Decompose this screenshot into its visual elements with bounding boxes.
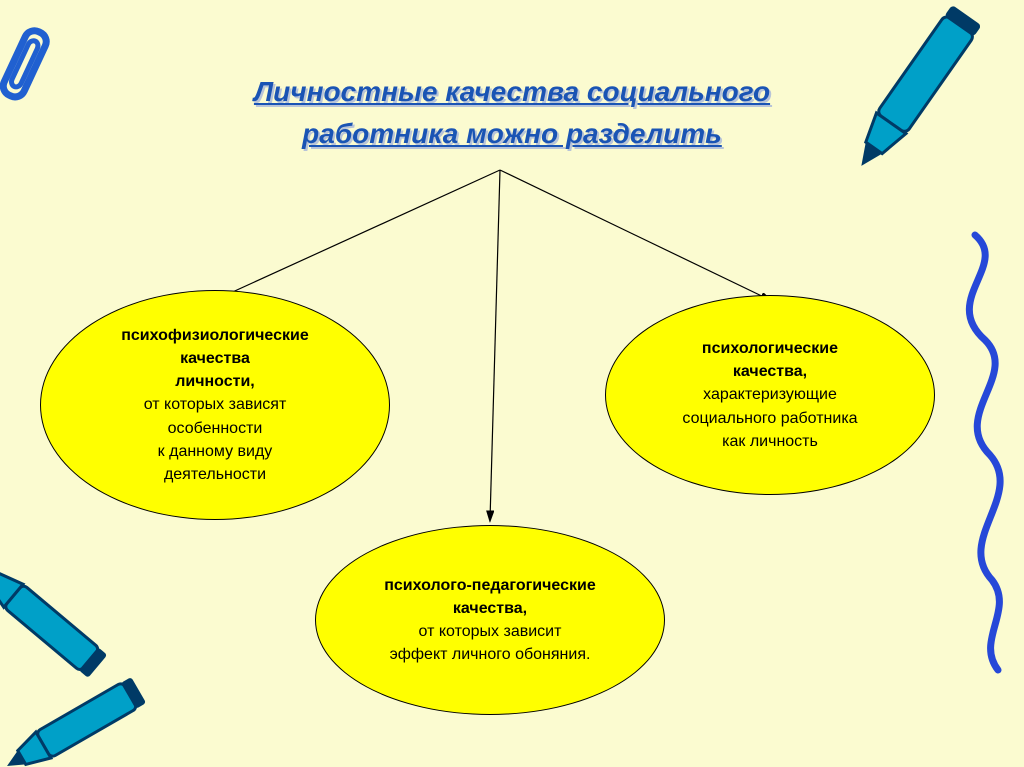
ellipse-line: особенности: [168, 420, 263, 437]
ellipse-text-bottom: психолого-педагогические качества, от кото…: [384, 574, 596, 667]
arrow-line: [215, 170, 500, 300]
ellipse-text-left: психофизиологические качества личности, от …: [121, 324, 309, 486]
ellipse-line: от которых зависят: [144, 396, 287, 413]
ellipse-line: как личность: [722, 433, 818, 450]
ellipse-line: социального работника: [682, 410, 857, 427]
ellipse-right: психологические качества, характеризующие с…: [605, 295, 935, 495]
ellipse-line: личности,: [175, 373, 255, 390]
ellipse-line: психологические: [702, 340, 838, 357]
ellipse-line: психолого-педагогические: [384, 577, 596, 594]
ellipse-line: качества,: [733, 363, 807, 380]
ellipse-line: психофизиологические: [121, 327, 309, 344]
ellipse-line: качества: [180, 350, 250, 367]
ellipse-line: характеризующие: [703, 386, 837, 403]
ellipse-left: психофизиологические качества личности, от …: [40, 290, 390, 520]
ellipse-line: эффект личного обоняния.: [390, 646, 591, 663]
arrow-line: [490, 170, 500, 520]
ellipse-line: от которых зависит: [419, 623, 562, 640]
ellipse-bottom: психолого-педагогические качества, от кото…: [315, 525, 665, 715]
ellipse-line: качества,: [453, 600, 527, 617]
arrow-line: [500, 170, 770, 300]
ellipse-line: деятельности: [164, 466, 266, 483]
ellipse-line: к данному виду: [158, 443, 273, 460]
ellipse-text-right: психологические качества, характеризующие с…: [682, 337, 857, 453]
